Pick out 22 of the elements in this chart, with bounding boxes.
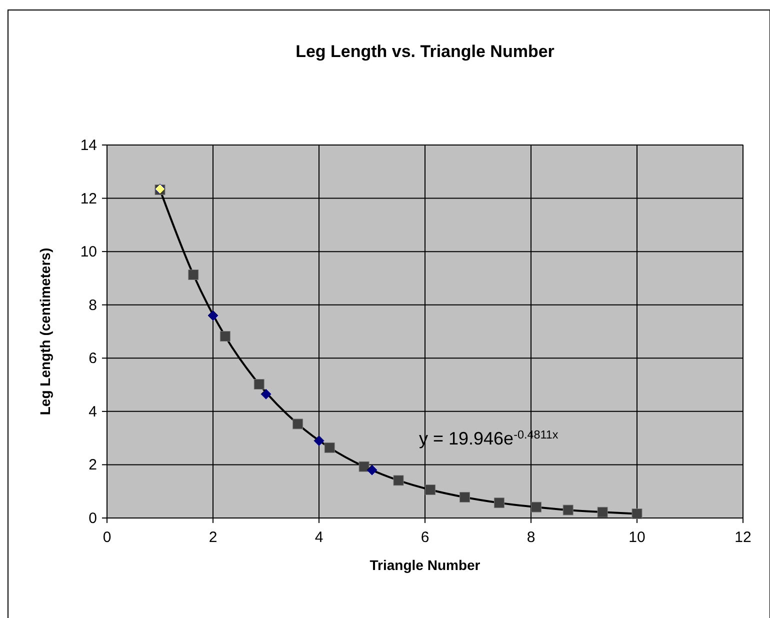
x-tick-label: 4 [314, 529, 324, 546]
point [366, 464, 378, 476]
x-tick-label: 6 [420, 529, 430, 546]
x-tick-label: 10 [628, 529, 646, 546]
y-tick-label: 10 [80, 244, 97, 261]
point [208, 310, 218, 321]
x-tick-label: 0 [102, 529, 112, 546]
y-tick-label: 4 [88, 403, 97, 420]
y-axis-title: Leg Length (centimeters) [37, 248, 53, 416]
x-tick-label: 2 [208, 529, 218, 546]
point [260, 388, 272, 400]
y-tick-label: 6 [88, 350, 97, 368]
x-tick-label: 8 [526, 529, 536, 546]
y-tick-label: 0 [88, 510, 97, 527]
y-tick-label: 2 [88, 456, 97, 474]
y-tick-label: 12 [80, 190, 97, 208]
y-tick-label: 14 [80, 137, 97, 154]
point [314, 435, 324, 446]
x-tick-label: 12 [734, 529, 752, 546]
x-axis-title: Triangle Number [370, 557, 481, 573]
chart-title: Leg Length vs. Triangle Number [296, 42, 555, 61]
y-tick-label: 8 [88, 296, 97, 314]
